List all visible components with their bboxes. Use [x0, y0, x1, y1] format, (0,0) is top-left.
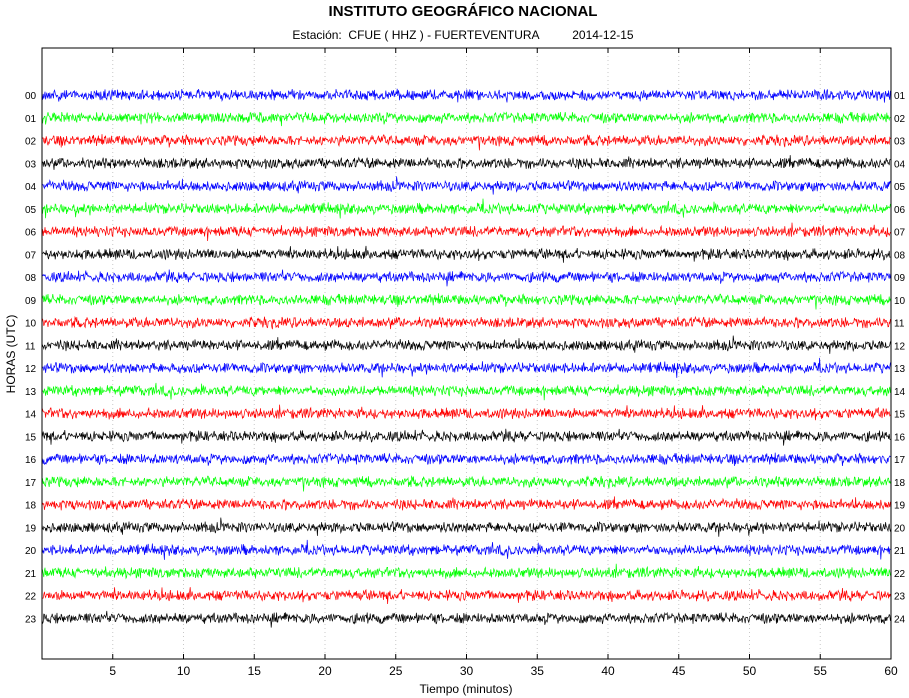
right-hour-label: 07	[894, 228, 906, 239]
right-hour-label: 22	[894, 569, 906, 580]
left-hour-label: 22	[25, 592, 37, 603]
left-hour-label: 19	[25, 523, 37, 534]
x-tick-label: 20	[318, 664, 332, 678]
left-hour-label: 23	[25, 614, 37, 625]
left-hour-label: 03	[25, 159, 37, 170]
x-tick-label: 5	[109, 664, 116, 678]
left-hour-label: 12	[25, 364, 37, 375]
right-hour-label: 04	[894, 159, 906, 170]
left-hour-label: 14	[25, 410, 37, 421]
right-hour-label: 02	[894, 114, 906, 125]
left-hour-label: 09	[25, 296, 37, 307]
x-tick-label: 55	[814, 664, 828, 678]
trace-hour-09	[41, 293, 891, 310]
left-hour-label: 08	[25, 273, 37, 284]
left-hour-label: 20	[25, 546, 37, 557]
trace-hour-08	[41, 269, 891, 287]
trace-hour-04	[41, 176, 891, 195]
left-hour-labels: 00 01 02 03 04 05 06 07 08 09 10 11 12 13 14 15 16 17 18 19…	[25, 91, 37, 625]
x-tick-label: 15	[248, 664, 262, 678]
trace-hour-07	[41, 245, 891, 263]
right-hour-label: 20	[894, 523, 906, 534]
left-hour-label: 11	[25, 341, 36, 352]
trace-hour-00	[41, 88, 891, 103]
left-hour-label: 04	[25, 182, 37, 193]
left-hour-label: 16	[25, 455, 37, 466]
trace-hour-14	[41, 404, 891, 421]
station-label: Estación:	[292, 28, 342, 42]
trace-hour-18	[41, 496, 891, 511]
right-hour-label: 16	[894, 432, 906, 443]
right-hour-label: 24	[894, 614, 906, 625]
chart-subtitle: Estación: CFUE ( HHZ ) - FUERTEVENTURA 2…	[0, 28, 909, 42]
right-hour-label: 06	[894, 205, 906, 216]
right-hour-label: 18	[894, 478, 906, 489]
trace-hour-20	[41, 539, 891, 560]
left-hour-label: 17	[25, 478, 37, 489]
right-hour-label: 19	[894, 501, 906, 512]
left-hour-label: 10	[25, 319, 37, 330]
trace-hour-01	[41, 111, 891, 127]
right-hour-label: 23	[894, 592, 906, 603]
trace-hour-03	[41, 155, 891, 170]
trace-hour-12	[41, 357, 891, 378]
seismic-traces	[41, 88, 891, 628]
trace-hour-17	[41, 475, 891, 492]
record-date: 2014-12-15	[572, 28, 634, 42]
left-hour-label: 15	[25, 432, 37, 443]
x-tick-label: 10	[177, 664, 191, 678]
right-hour-label: 08	[894, 250, 906, 261]
station-name: CFUE ( HHZ ) - FUERTEVENTURA	[348, 28, 539, 42]
trace-hour-10	[41, 315, 891, 330]
right-hour-label: 10	[894, 296, 906, 307]
right-hour-label: 11	[894, 319, 905, 330]
trace-hour-23	[41, 610, 891, 628]
trace-hour-19	[41, 517, 891, 537]
trace-hour-11	[41, 335, 891, 354]
x-tick-label: 50	[743, 664, 757, 678]
right-hour-label: 14	[894, 387, 906, 398]
x-tick-label: 60	[884, 664, 898, 678]
x-tick-label: 45	[672, 664, 686, 678]
trace-hour-02	[41, 133, 891, 151]
right-hour-label: 15	[894, 410, 906, 421]
left-hour-label: 18	[25, 501, 37, 512]
right-hour-label: 17	[894, 455, 906, 466]
trace-hour-16	[41, 452, 891, 467]
trace-hour-15	[41, 428, 891, 446]
left-hour-label: 21	[25, 569, 37, 580]
right-hour-label: 12	[894, 341, 906, 352]
x-tick-label: 25	[389, 664, 403, 678]
trace-hour-06	[41, 222, 891, 242]
left-hour-label: 06	[25, 228, 37, 239]
chart-title: INSTITUTO GEOGRÁFICO NACIONAL	[328, 3, 598, 20]
y-axis-label: HORAS (UTC)	[4, 315, 18, 394]
x-tick-label: 35	[531, 664, 545, 678]
left-hour-label: 07	[25, 250, 37, 261]
right-hour-label: 03	[894, 137, 906, 148]
left-hour-label: 02	[25, 137, 37, 148]
right-hour-label: 05	[894, 182, 906, 193]
trace-hour-05	[41, 198, 891, 219]
trace-hour-22	[41, 587, 891, 605]
left-hour-label: 00	[25, 91, 37, 102]
left-hour-label: 05	[25, 205, 37, 216]
left-hour-label: 01	[25, 114, 37, 125]
axis-ticks	[112, 48, 892, 659]
x-tick-labels: 5 10 15 20 25 30 35 40 45 50 55 60	[109, 664, 898, 678]
right-hour-label: 01	[894, 91, 906, 102]
x-tick-label: 30	[460, 664, 474, 678]
right-hour-labels: 01 02 03 04 05 06 07 08 09 10 11 12 13 14 15 16 17 18 19 20…	[894, 91, 906, 625]
left-hour-label: 13	[25, 387, 37, 398]
right-hour-label: 13	[894, 364, 906, 375]
right-hour-label: 21	[894, 546, 906, 557]
trace-hour-21	[41, 563, 891, 580]
right-hour-label: 09	[894, 273, 906, 284]
x-axis-label: Tiempo (minutos)	[420, 682, 513, 696]
trace-hour-13	[41, 382, 891, 401]
x-tick-label: 40	[601, 664, 615, 678]
